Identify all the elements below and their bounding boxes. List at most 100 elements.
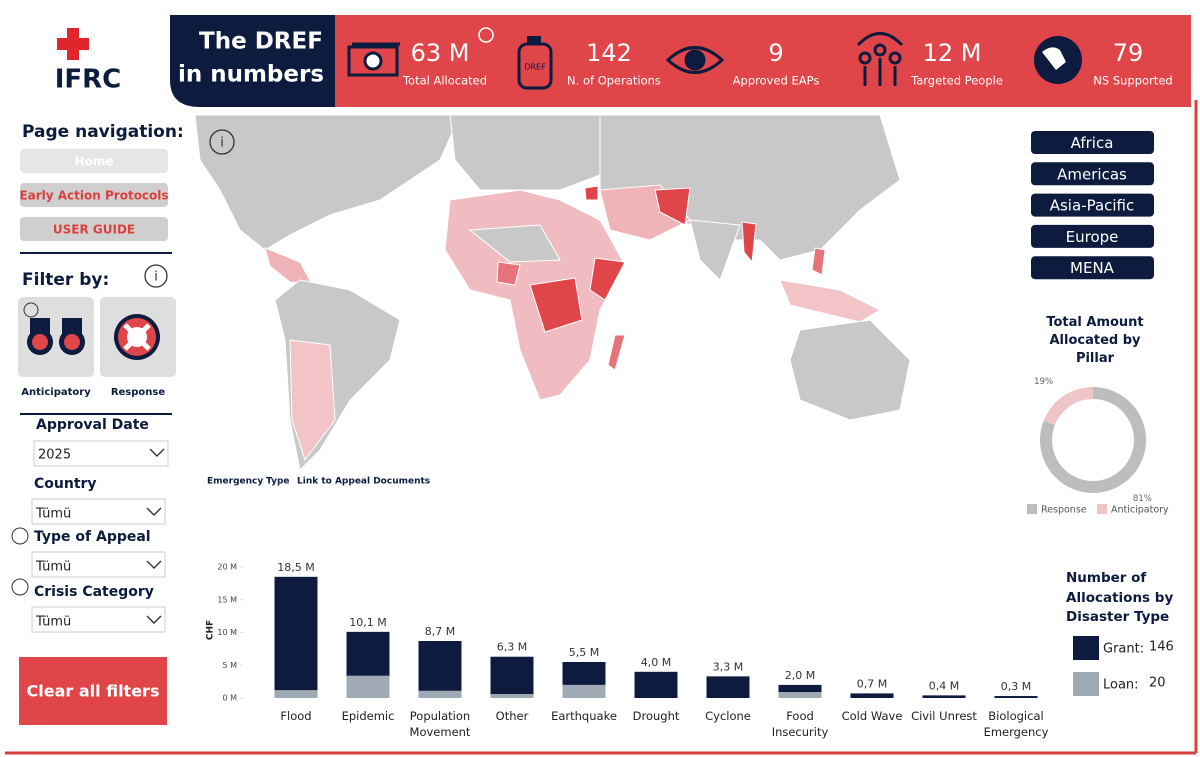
bar-segment bbox=[274, 690, 318, 698]
info-icon[interactable] bbox=[11, 527, 29, 545]
kpi-value: 12 M bbox=[923, 39, 982, 67]
kpi-label: N. of Operations bbox=[567, 74, 661, 88]
region-button[interactable] bbox=[1031, 131, 1154, 154]
filter-title: Filter by: bbox=[22, 270, 109, 290]
filter-label: Type of Appeal bbox=[34, 529, 151, 545]
y-tick-label: 20 M bbox=[217, 563, 237, 572]
header-title: The DREF bbox=[199, 29, 323, 55]
table-column: Link to Appeal Documents bbox=[297, 477, 430, 487]
dropdown-value[interactable]: Tümü bbox=[35, 560, 71, 575]
info-icon[interactable] bbox=[209, 129, 235, 155]
legend-swatch bbox=[1027, 504, 1037, 514]
donut-label: 19% bbox=[1034, 377, 1053, 387]
clear-button-label[interactable]: Clear all filters bbox=[27, 682, 160, 701]
x-tick-label: Epidemic bbox=[341, 709, 395, 723]
y-tick-label: 10 M bbox=[217, 628, 237, 637]
info-glyph: i bbox=[154, 270, 158, 285]
x-tick-label: Cyclone bbox=[705, 709, 751, 723]
icon-label: DREF bbox=[524, 63, 546, 72]
kpi-value: 63 M bbox=[411, 39, 470, 67]
info-icon[interactable] bbox=[23, 302, 39, 318]
bar-segment bbox=[706, 676, 750, 698]
chevron bbox=[146, 560, 162, 569]
table-column: Type bbox=[266, 477, 289, 487]
binoculars-icon bbox=[27, 318, 85, 355]
dropdown-value[interactable]: 2025 bbox=[38, 448, 71, 463]
bar-segment bbox=[418, 690, 462, 698]
region-button-label[interactable]: Europe bbox=[1066, 228, 1119, 246]
x-tick-label: Biological Emergency bbox=[983, 709, 1049, 739]
region-button-label[interactable]: Americas bbox=[1057, 165, 1127, 183]
dropdown[interactable] bbox=[31, 606, 166, 633]
filter-tile[interactable] bbox=[18, 297, 94, 377]
nav-button[interactable] bbox=[20, 149, 168, 173]
y-tick-label: 15 M bbox=[217, 595, 237, 604]
dropdown[interactable] bbox=[31, 498, 166, 525]
nav-button[interactable] bbox=[20, 183, 168, 207]
filter-label: Approval Date bbox=[36, 417, 149, 433]
legend-swatch bbox=[1073, 672, 1099, 696]
logo-text: IFRC bbox=[55, 65, 122, 95]
kpi-value: 9 bbox=[768, 39, 783, 67]
bar-segment bbox=[850, 693, 894, 698]
total-label: 3,3 M bbox=[713, 660, 743, 673]
nav-button-label[interactable]: USER GUIDE bbox=[53, 223, 135, 237]
dropdown-value[interactable]: Tümü bbox=[35, 615, 71, 630]
logo: IFRC bbox=[55, 28, 122, 95]
kpi-label: Approved EAPs bbox=[733, 74, 820, 88]
total-label: 4,0 M bbox=[641, 656, 671, 669]
region-button[interactable] bbox=[1031, 193, 1154, 217]
nav-button[interactable] bbox=[20, 217, 168, 241]
dropdown[interactable] bbox=[33, 440, 169, 467]
total-label: 5,5 M bbox=[569, 646, 599, 659]
region-button[interactable] bbox=[1031, 162, 1154, 186]
info-icon[interactable] bbox=[11, 578, 29, 596]
bar-segment bbox=[490, 694, 534, 698]
clear-button[interactable] bbox=[19, 657, 167, 725]
region-button-label[interactable]: MENA bbox=[1070, 259, 1115, 277]
header-title-block bbox=[170, 15, 335, 107]
total-label: 10,1 M bbox=[349, 616, 386, 629]
total-label: 8,7 M bbox=[425, 625, 455, 638]
x-tick-label: Population Movement bbox=[409, 709, 471, 739]
info-glyph: i bbox=[220, 136, 224, 151]
region-button[interactable] bbox=[1031, 224, 1154, 248]
dropdown[interactable] bbox=[31, 551, 166, 578]
tile-label: Anticipatory bbox=[21, 387, 91, 398]
region-button[interactable] bbox=[1031, 256, 1154, 280]
legend-label: Loan: bbox=[1103, 678, 1139, 693]
region-button-label[interactable]: Asia-Pacific bbox=[1050, 197, 1135, 215]
total-label: 6,3 M bbox=[497, 641, 527, 654]
globe-icon bbox=[1034, 36, 1082, 84]
kpi-value: 79 bbox=[1113, 39, 1144, 67]
legend-label: Grant: bbox=[1103, 642, 1144, 657]
donut-title: Total Amount Allocated by Pillar bbox=[1046, 315, 1144, 366]
bar-segment bbox=[922, 695, 966, 698]
header-title: in numbers bbox=[178, 62, 324, 88]
x-tick-label: Earthquake bbox=[551, 709, 617, 723]
nav-button-label[interactable]: Home bbox=[75, 155, 114, 169]
chevron bbox=[146, 507, 162, 516]
info-icon[interactable] bbox=[144, 264, 168, 288]
x-tick-label: Cold Wave bbox=[841, 709, 903, 723]
filter-label: Crisis Category bbox=[34, 584, 154, 600]
x-tick-label: Other bbox=[495, 709, 529, 723]
region-button-label[interactable]: Africa bbox=[1071, 134, 1114, 152]
dropdown-value[interactable]: Tümü bbox=[35, 507, 71, 522]
bar-segment bbox=[418, 641, 462, 691]
donut-slice bbox=[1043, 387, 1093, 425]
tile-label: Response bbox=[111, 387, 166, 398]
nav-button-label[interactable]: Early Action Protocols bbox=[19, 189, 168, 203]
donut-label: 81% bbox=[1133, 494, 1152, 504]
chevron bbox=[149, 448, 165, 457]
total-label: 0,7 M bbox=[857, 677, 887, 690]
info-icon[interactable] bbox=[478, 27, 494, 43]
legend-label: Response bbox=[1041, 505, 1087, 516]
bar-segment bbox=[490, 656, 534, 695]
bar-segment bbox=[274, 576, 318, 691]
money-icon bbox=[347, 42, 400, 77]
kpi-value: 142 bbox=[586, 39, 632, 67]
bar-segment bbox=[562, 661, 606, 685]
bar-segment bbox=[346, 631, 390, 676]
